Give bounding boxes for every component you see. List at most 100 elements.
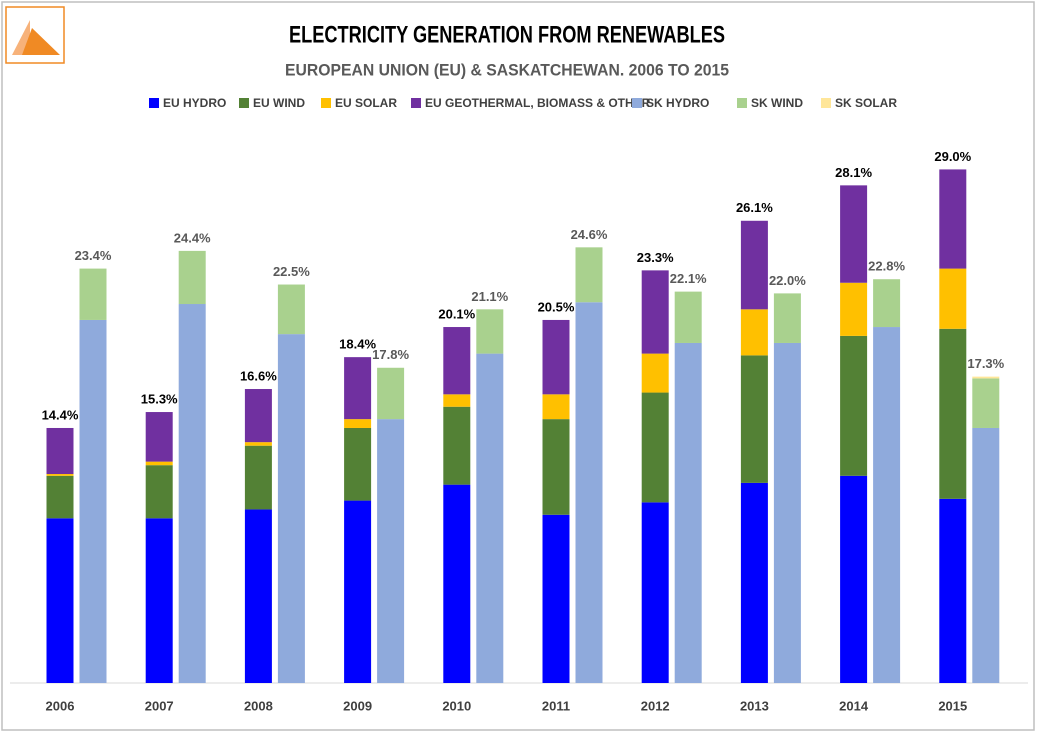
bar-segment	[178, 304, 206, 683]
bar-segment	[277, 284, 305, 335]
bar-segment	[641, 270, 669, 354]
bar-segment	[873, 279, 901, 328]
bar-segment	[740, 482, 768, 683]
legend-swatch	[149, 98, 159, 108]
bar-segment	[641, 502, 669, 683]
bar-segment	[542, 514, 570, 683]
bar-segment	[939, 328, 967, 499]
data-label: 28.1%	[835, 165, 872, 180]
bar-segment	[476, 353, 504, 683]
bar-segment	[377, 367, 405, 420]
bar-segment	[575, 247, 603, 303]
bar-segment	[46, 427, 74, 475]
bar-segment	[873, 327, 901, 683]
x-tick-label: 2010	[442, 698, 471, 713]
legend-swatch	[321, 98, 331, 108]
x-tick-label: 2009	[343, 698, 372, 713]
bar-segment	[840, 282, 868, 336]
bar-segment	[840, 475, 868, 683]
x-tick-label: 2013	[740, 698, 769, 713]
bar-segment	[674, 291, 702, 343]
legend-swatch	[239, 98, 249, 108]
bar-segment	[145, 465, 173, 519]
legend-label: EU WIND	[253, 96, 305, 110]
legend-label: EU GEOTHERMAL, BIOMASS & OTHER	[425, 96, 651, 110]
bar-segment	[773, 342, 801, 683]
legend-label: SK HYDRO	[646, 96, 709, 110]
legend-label: SK SOLAR	[835, 96, 897, 110]
data-label: 26.1%	[736, 200, 773, 215]
x-tick-label: 2008	[244, 698, 273, 713]
bar-segment	[145, 412, 173, 462]
bar-segment	[145, 518, 173, 683]
x-tick-label: 2011	[542, 698, 570, 713]
bar-segment	[542, 394, 570, 420]
bar-segment	[244, 389, 272, 443]
bar-segment	[443, 484, 471, 683]
bar-segment	[344, 500, 372, 683]
data-label: 22.5%	[273, 264, 310, 279]
x-tick-label: 2014	[839, 698, 869, 713]
chart-title: ELECTRICITY GENERATION FROM RENEWABLES	[289, 21, 725, 48]
legend-swatch	[632, 98, 642, 108]
legend-label: EU HYDRO	[163, 96, 226, 110]
bar-segment	[344, 357, 372, 420]
bar-segment	[277, 334, 305, 683]
bar-segment	[840, 335, 868, 476]
x-tick-label: 2007	[145, 698, 174, 713]
bar-segment	[443, 406, 471, 485]
x-tick-label: 2006	[46, 698, 75, 713]
x-tick-label: 2015	[938, 698, 967, 713]
bar-segment	[244, 442, 272, 446]
bar-segment	[840, 185, 868, 283]
data-label: 17.8%	[372, 347, 409, 362]
bar-segment	[178, 250, 206, 305]
bar-segment	[244, 445, 272, 510]
data-label: 22.8%	[868, 259, 905, 274]
bar-segment	[740, 220, 768, 310]
bar-segment	[244, 509, 272, 683]
logo	[5, 6, 65, 64]
bar-segment	[145, 461, 173, 466]
data-label: 14.4%	[42, 407, 79, 422]
data-label: 18.4%	[339, 337, 376, 352]
data-label: 16.6%	[240, 368, 277, 383]
bar-segment	[575, 302, 603, 683]
data-label: 15.3%	[141, 391, 178, 406]
legend-swatch	[821, 98, 831, 108]
data-label: 23.3%	[637, 250, 674, 265]
bar-segment	[443, 394, 471, 407]
bar-segment	[476, 309, 504, 354]
data-label: 20.5%	[538, 299, 575, 314]
bar-segment	[939, 169, 967, 269]
bar-segment	[79, 268, 107, 320]
chart-subtitle: EUROPEAN UNION (EU) & SASKATCHEWAN. 2006…	[285, 60, 729, 79]
bar-segment	[939, 498, 967, 683]
data-label: 22.0%	[769, 273, 806, 288]
legend-label: SK WIND	[751, 96, 803, 110]
legend-label: EU SOLAR	[335, 96, 397, 110]
bar-segment	[972, 378, 1000, 428]
bar-segment	[674, 342, 702, 683]
x-tick-label: 2012	[641, 698, 670, 713]
bar-segment	[46, 475, 74, 519]
data-label: 29.0%	[934, 149, 971, 164]
legend-swatch	[737, 98, 747, 108]
bar-segment	[377, 419, 405, 683]
bar-segment	[939, 268, 967, 329]
data-label: 17.3%	[967, 356, 1004, 371]
data-label: 22.1%	[670, 271, 707, 286]
bar-segment	[740, 309, 768, 356]
bar-segment	[972, 427, 1000, 683]
bar-segment	[344, 419, 372, 428]
bar-segment	[344, 427, 372, 501]
bar-segment	[641, 353, 669, 393]
bar-segment	[972, 376, 1000, 379]
bar-segment	[542, 319, 570, 395]
data-label: 24.4%	[174, 230, 211, 245]
bar-segment	[46, 518, 74, 683]
data-label: 20.1%	[438, 306, 475, 321]
data-label: 21.1%	[471, 289, 508, 304]
bar-segment	[542, 419, 570, 515]
